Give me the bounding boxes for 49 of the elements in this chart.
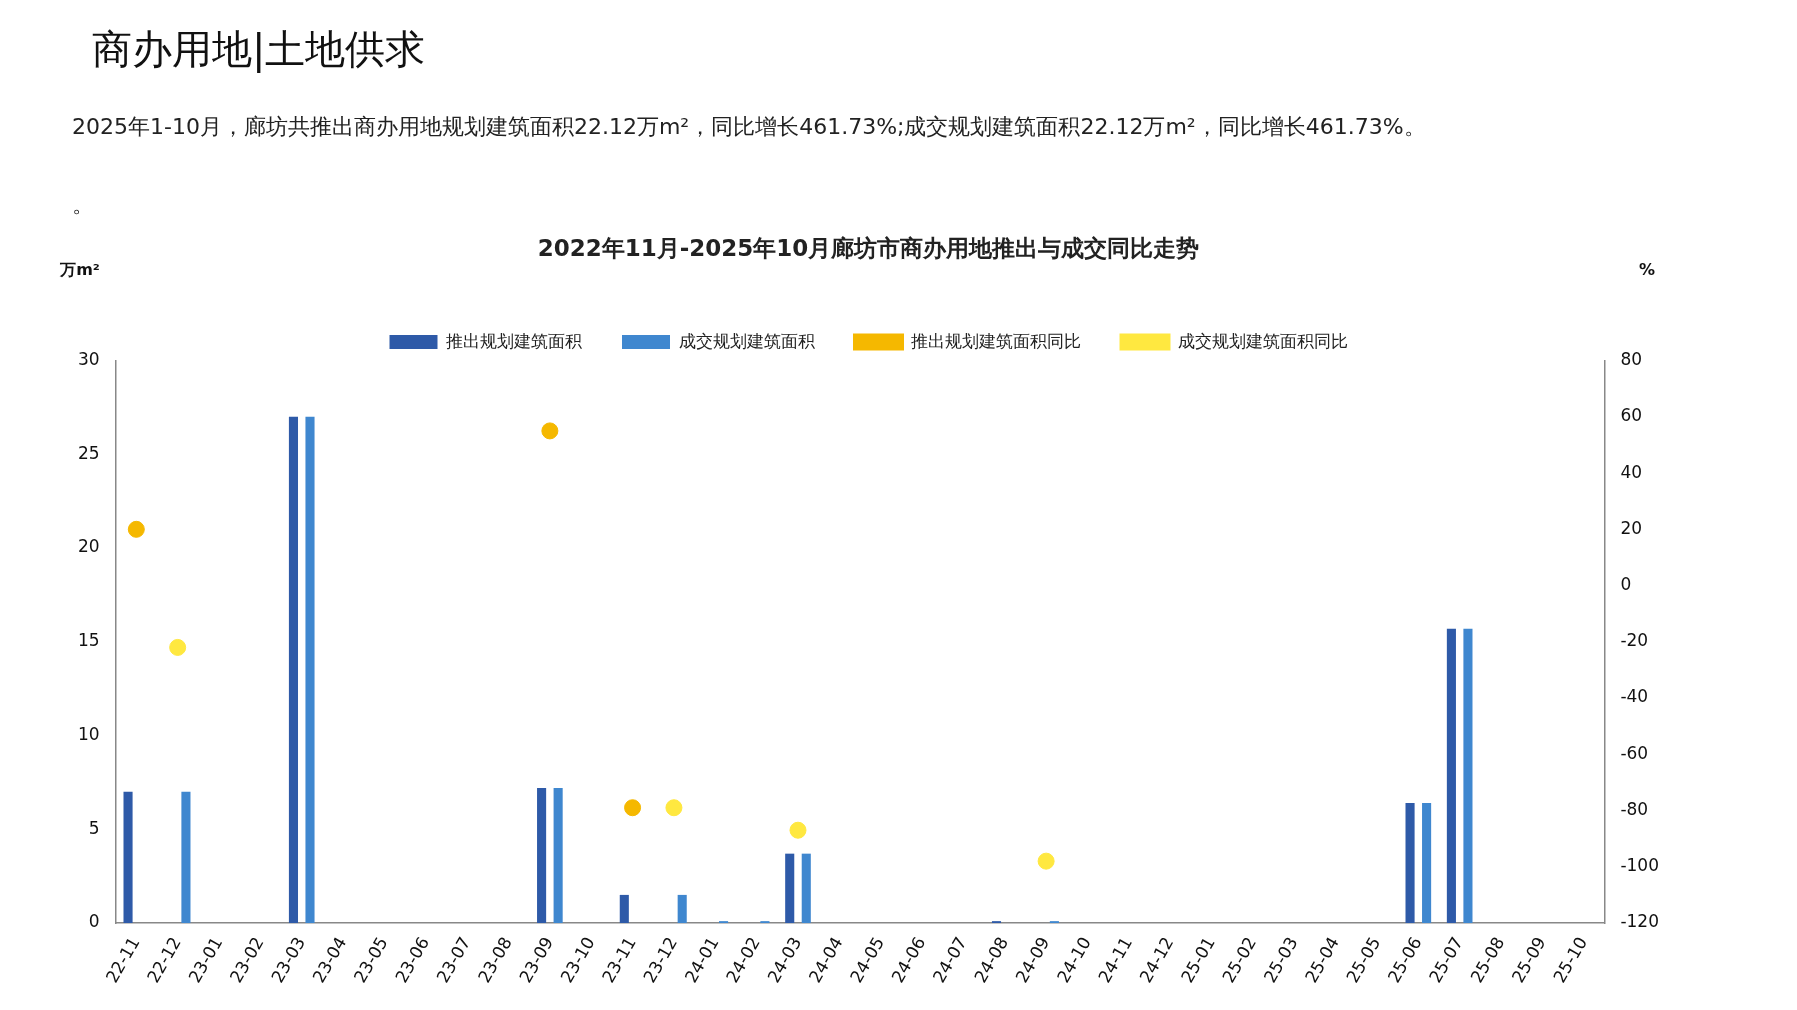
legend-label: 成交规划建筑面积同比 xyxy=(1177,330,1348,351)
y-axis-title: 万m² xyxy=(59,259,100,279)
bar xyxy=(181,791,191,924)
y2-tick-label: -120 xyxy=(1620,911,1660,932)
y2-tick-label: -80 xyxy=(1620,798,1649,819)
bar xyxy=(677,894,687,924)
y2-tick-label: -60 xyxy=(1620,742,1649,763)
point xyxy=(541,422,559,440)
chart-title: 2022年11月-2025年10月廊坊市商办用地推出与成交同比走势 xyxy=(537,234,1200,261)
text: 2025年1-10月，廊坊共推出商办用地规划建筑面积22.12万m²，同比增长461.73%;成交规划建筑面积22.12万m²，同比增长461.73%。 xyxy=(72,113,1426,141)
y-tick-label: 20 xyxy=(77,536,100,557)
legend-label: 成交规划建筑面积 xyxy=(678,330,815,351)
y2-tick-label: 60 xyxy=(1620,405,1643,426)
y2-tick-label: 40 xyxy=(1620,461,1643,482)
bar xyxy=(785,853,795,924)
text: 商办用地|土地供求 xyxy=(92,25,426,75)
point xyxy=(665,799,683,817)
y-tick-label: 15 xyxy=(77,630,100,651)
y2-tick-label: -40 xyxy=(1620,686,1649,707)
legend-label: 推出规划建筑面积 xyxy=(446,330,582,351)
y-tick-label: 10 xyxy=(77,723,100,744)
legend-label: 推出规划建筑面积同比 xyxy=(911,330,1081,351)
y2-tick-label: -20 xyxy=(1620,630,1649,651)
y2-axis-title: % xyxy=(1638,259,1656,279)
point xyxy=(127,520,145,538)
bar xyxy=(553,788,563,924)
bar xyxy=(1422,803,1432,924)
point xyxy=(624,799,642,817)
bar xyxy=(537,788,547,924)
bar xyxy=(619,894,629,924)
point xyxy=(1037,852,1055,870)
bar xyxy=(801,853,811,924)
y2-tick-label: 80 xyxy=(1620,349,1643,370)
y2-tick-label: 20 xyxy=(1620,517,1643,538)
y2-tick-label: -100 xyxy=(1620,855,1660,876)
bar xyxy=(305,416,315,924)
bar xyxy=(288,416,299,924)
text: 。 xyxy=(72,191,94,219)
y-tick-label: 0 xyxy=(88,911,100,932)
y2-tick-label: 0 xyxy=(1620,573,1632,594)
y-tick-label: 25 xyxy=(77,442,100,463)
y-tick-label: 5 xyxy=(88,817,100,838)
bar xyxy=(1446,628,1456,924)
bar xyxy=(123,791,133,924)
bar xyxy=(1405,803,1415,924)
point xyxy=(789,821,807,839)
y-tick-label: 30 xyxy=(77,349,100,370)
point xyxy=(169,638,187,656)
bar xyxy=(1463,628,1473,924)
